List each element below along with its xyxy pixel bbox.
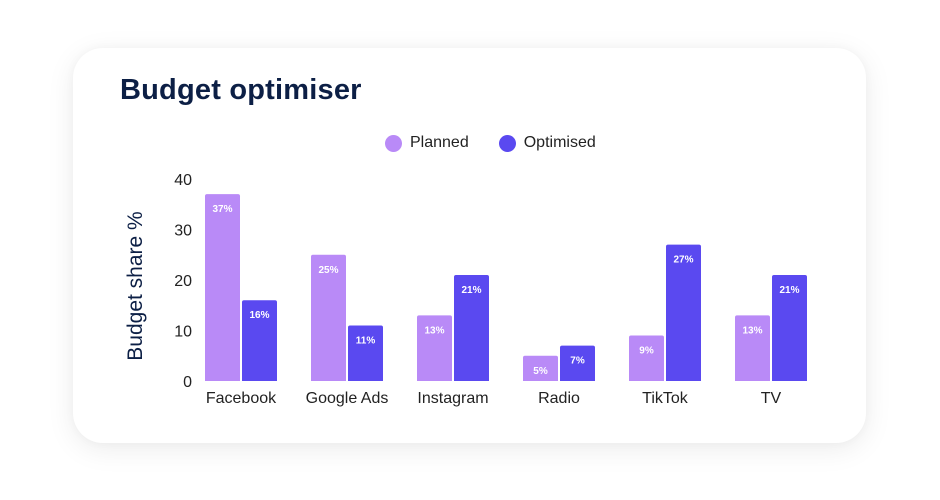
bar-planned [205,194,240,381]
x-tick-label: Google Ads [306,390,389,407]
bar-value-label: 16% [249,310,269,321]
x-tick-label: TV [761,390,782,407]
bar-value-label: 25% [318,265,338,276]
bar-value-label: 11% [356,335,376,346]
bar-planned [523,355,558,381]
legend-item-planned[interactable]: Planned [385,134,469,152]
bar-optimised [348,325,383,381]
x-tick-label: Facebook [206,390,277,407]
bar-value-label: 5% [533,366,548,377]
chart-legend: Planned Optimised [385,134,596,152]
bar-value-label: 13% [424,325,444,336]
bar-value-label: 13% [742,325,762,336]
legend-label-planned: Planned [410,134,469,151]
bar-value-label: 27% [673,255,693,266]
y-tick-label: 20 [174,273,192,290]
legend-swatch-optimised [498,134,516,152]
legend-swatch-planned [385,134,402,152]
bar-value-label: 7% [570,356,585,367]
bar-optimised [242,300,277,381]
legend-item-optimised[interactable]: Optimised [498,134,596,152]
bar-planned [735,315,770,381]
legend-label-optimised: Optimised [523,134,596,151]
x-tick-label: Radio [538,390,580,407]
y-axis-title: Budget share % [124,211,147,360]
bar-optimised [454,274,489,381]
bar-value-label: 37% [212,204,232,215]
bar-value-label: 9% [639,346,654,357]
y-tick-label: 30 [174,223,192,240]
bar-optimised [772,274,807,381]
y-tick-label: 40 [174,172,192,189]
y-tick-label: 10 [174,324,192,341]
chart-title: Budget optimiser [120,74,362,106]
x-tick-label: TikTok [642,390,689,407]
bar-optimised [560,345,595,381]
bar-optimised [666,244,701,381]
bar-planned [311,254,346,381]
y-tick-label: 0 [183,374,192,391]
bar-planned [417,315,452,381]
bar-value-label: 21% [779,285,799,296]
bar-planned [629,335,664,381]
bar-value-label: 21% [461,285,481,296]
x-tick-label: Instagram [417,390,488,407]
